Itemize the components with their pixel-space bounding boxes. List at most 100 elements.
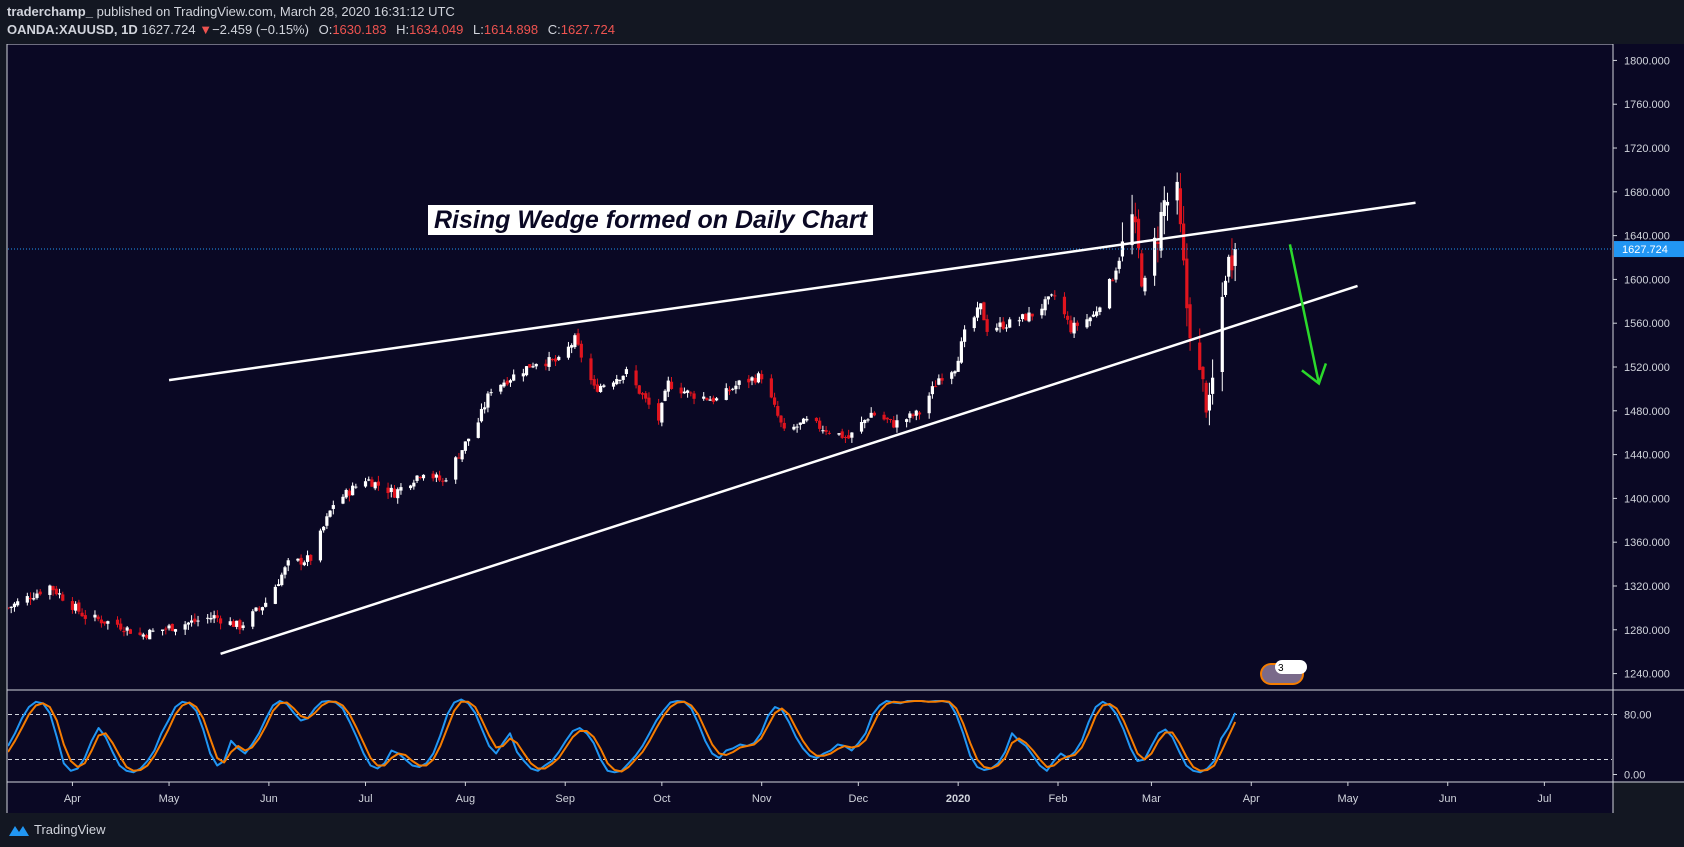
change-value: −2.459 (−0.15%) [212,22,309,37]
candle-body [115,619,120,625]
candle-body [975,307,980,318]
candle-body [218,618,223,624]
price-tick-label: 1760.000 [1624,99,1670,111]
candle-body [231,621,236,627]
candle-body [1178,188,1183,225]
footer: TradingView [0,816,1684,847]
low-value: 1614.898 [483,22,539,37]
axes: 1240.000 1280.000 1320.000 1360.000 1400.000… [64,55,1684,805]
last-price-badge [1614,241,1684,258]
candle-body [544,363,548,367]
stochastic-pane[interactable] [8,698,1612,774]
candle-body [885,417,889,420]
candle-body [666,380,670,392]
candle-body [1027,312,1031,322]
candle-body [1133,216,1137,223]
candle-body [186,622,190,625]
candle-body [96,616,100,620]
price-axis[interactable] [1613,44,1684,782]
candle-body [12,603,17,608]
candle-body [173,629,178,632]
candle-body [370,479,374,487]
candle-body [38,591,42,595]
candle-body [663,390,667,401]
candle-body [57,593,62,595]
candle-body [1143,277,1147,292]
candle-body [847,435,851,439]
tradingview-brand[interactable]: TradingView [8,822,106,837]
candle-body [934,386,938,388]
candle-body [1201,366,1205,380]
candle-body [731,388,735,390]
candle-body [489,392,493,394]
candle-body [621,375,625,380]
event-flag-icon[interactable]: 3 [1260,660,1307,685]
candle-body [103,621,107,624]
candle-body [1162,200,1166,216]
candle-body [99,619,104,624]
candle-body [170,623,174,631]
candle-body [373,482,377,489]
candle-body [769,378,773,398]
chart-area[interactable]: 1240.000 1280.000 1320.000 1360.000 1400.000… [0,0,1684,816]
candle-body [959,341,963,363]
candle-body [54,588,58,595]
close-value: 1627.724 [560,22,615,37]
candle-body [982,302,986,321]
candle-body [9,606,13,608]
candle-body [937,378,941,385]
time-axis[interactable] [7,782,1613,813]
time-tick-label: Jul [1537,793,1551,805]
candle-body [714,398,719,401]
candle-body [1204,382,1208,413]
candle-body [51,586,55,591]
candle-body [779,415,783,423]
bearish-arrow-head [1301,363,1328,386]
candle-body [576,333,580,345]
candle-body [1049,294,1054,296]
high-label: H: [396,22,410,37]
time-tick-label: Apr [64,793,81,805]
last-price-badge-label: 1627.724 [1622,244,1668,256]
publish-info: traderchamp_ published on TradingView.co… [7,4,455,19]
candle-body [615,378,619,385]
candle-body [367,479,371,481]
price-pane[interactable] [6,172,1612,656]
symbol-label[interactable]: OANDA:XAUUSD, 1D [7,22,138,37]
candle-body [1024,313,1028,321]
wedge-annotation-label[interactable]: Rising Wedge formed on Daily Chart [428,205,873,235]
candle-body [421,474,426,479]
candle-body [850,432,854,438]
candle-body [927,395,931,414]
candle-body [138,632,142,635]
time-tick-label: Feb [1049,793,1068,805]
candle-body [908,413,912,418]
candle-body [724,388,728,400]
candle-body [344,489,348,498]
candle-body [917,412,922,415]
candle-body [953,371,957,374]
candle-body [80,612,84,617]
candle-body [1008,319,1012,328]
time-tick-label: May [159,793,180,805]
candle-body [956,360,960,372]
price-tick-label: 1800.000 [1624,55,1670,67]
candle-body [727,389,732,392]
candle-body [553,358,558,362]
wedge-lower-trendline [220,284,1358,656]
candle-body [228,621,232,625]
candle-body [466,438,471,442]
time-tick-label: Aug [456,793,476,805]
candle-body [386,487,390,494]
candle-body [193,618,197,622]
candle-body [196,620,200,622]
candle-body [782,422,786,429]
candle-body [16,601,20,606]
candle-body [376,481,381,486]
author-name[interactable]: traderchamp_ [7,4,93,19]
candle-body [1001,321,1005,329]
candle-body [354,486,358,488]
candle-body [144,635,149,638]
candle-body [1098,307,1102,313]
candle-body [238,620,242,630]
